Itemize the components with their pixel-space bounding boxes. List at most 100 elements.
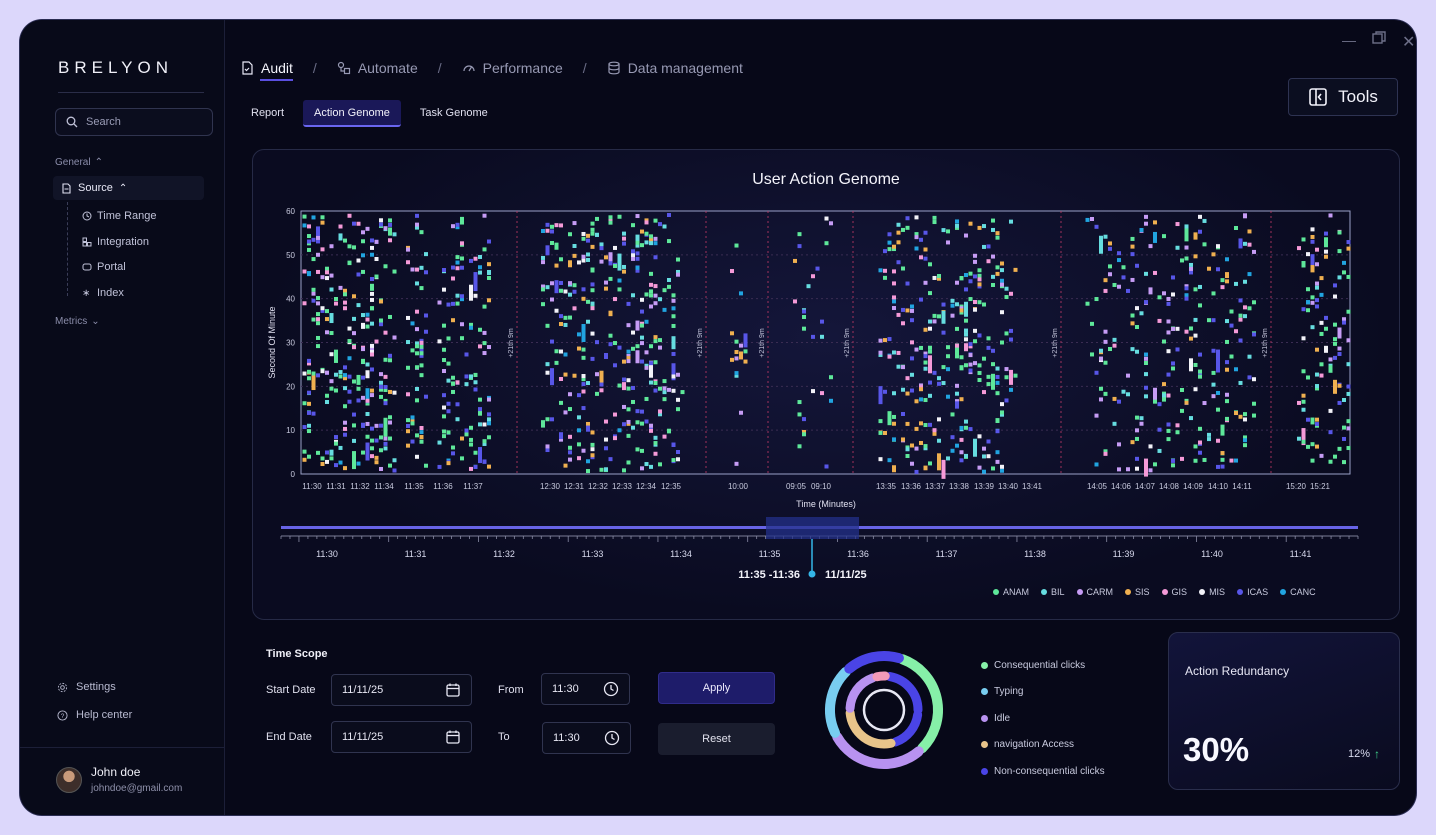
data-point: [1189, 358, 1193, 372]
data-point: [487, 262, 491, 267]
data-point: [455, 266, 460, 271]
data-point: [1126, 392, 1130, 397]
donut-segment-outer[interactable]: [897, 654, 943, 754]
data-point: [419, 286, 424, 291]
data-point: [986, 454, 991, 459]
sidebar-item-integration[interactable]: Integration: [82, 236, 149, 248]
data-point: [914, 232, 919, 237]
data-point: [1238, 338, 1243, 343]
donut-segment-inner[interactable]: [845, 708, 896, 749]
data-point: [307, 271, 311, 276]
data-point: [1108, 347, 1112, 352]
end-date-field[interactable]: 11/11/25: [331, 721, 472, 753]
donut-segment-inner[interactable]: [872, 671, 890, 682]
data-point: [581, 287, 586, 292]
data-point: [622, 382, 626, 391]
donut-segment-inner[interactable]: [885, 672, 923, 715]
legend-item[interactable]: BIL: [1041, 587, 1065, 597]
sidebar-item-label: Time Range: [97, 210, 157, 222]
data-point: [307, 361, 311, 366]
legend-item[interactable]: CANC: [1280, 587, 1316, 597]
data-point: [464, 432, 469, 437]
close-icon[interactable]: ✕: [1402, 34, 1416, 51]
legend-dot: [1237, 589, 1244, 595]
tools-button[interactable]: Tools: [1288, 78, 1398, 116]
search-input[interactable]: Search: [55, 108, 213, 136]
donut-segment-outer[interactable]: [844, 651, 904, 674]
data-point: [437, 440, 442, 445]
legend-item[interactable]: MIS: [1199, 587, 1225, 597]
nav-item-audit[interactable]: Audit: [240, 60, 293, 81]
donut-segment-outer[interactable]: [832, 732, 924, 769]
data-point: [644, 292, 649, 297]
data-point: [649, 289, 653, 294]
minimize-icon[interactable]: —: [1342, 32, 1356, 48]
sidebar-item-index[interactable]: ∗ Index: [82, 287, 124, 299]
data-point: [1004, 375, 1009, 380]
data-point: [1157, 427, 1162, 432]
data-point: [959, 450, 964, 455]
donut-segment-inner[interactable]: [891, 710, 923, 747]
legend-item[interactable]: CARM: [1076, 587, 1113, 597]
legend-item[interactable]: GIS: [1161, 587, 1187, 597]
data-point: [446, 302, 451, 307]
nav-item-automate[interactable]: Automate: [337, 60, 418, 76]
legend-item[interactable]: ICAS: [1237, 587, 1268, 597]
data-point: [334, 296, 338, 301]
data-point: [977, 333, 982, 338]
from-time-field[interactable]: 11:30: [541, 673, 630, 705]
legend-item[interactable]: ANAM: [993, 587, 1029, 597]
restore-icon[interactable]: [1372, 31, 1386, 48]
calendar-icon[interactable]: [445, 729, 461, 745]
data-point: [901, 266, 905, 271]
data-point: [1013, 267, 1018, 272]
data-point: [905, 421, 910, 426]
tab-action-genome[interactable]: Action Genome: [303, 100, 401, 127]
sidebar-item-time-range[interactable]: Time Range: [82, 210, 157, 222]
reset-button[interactable]: Reset: [658, 723, 775, 755]
data-point: [923, 247, 928, 252]
section-metrics[interactable]: Metrics ⌄: [55, 316, 100, 327]
nav-item-data-management[interactable]: Data management: [607, 60, 743, 76]
data-point: [311, 298, 316, 303]
data-point: [743, 333, 748, 348]
data-point: [991, 254, 995, 259]
sidebar-item-source[interactable]: Source ⌃: [53, 176, 204, 200]
legend-dot: [1125, 589, 1132, 595]
apply-button[interactable]: Apply: [658, 672, 775, 704]
help-center-link[interactable]: ? Help center: [57, 709, 132, 721]
data-point: [626, 433, 631, 438]
sidebar-item-label: Index: [97, 287, 124, 299]
data-point: [370, 454, 374, 459]
data-point: [919, 385, 923, 390]
data-point: [919, 387, 923, 392]
start-date-value: 11/11/25: [342, 684, 384, 696]
donut-segment-outer[interactable]: [825, 666, 851, 738]
data-point: [410, 321, 415, 326]
data-point: [644, 350, 649, 355]
data-point: [1130, 313, 1135, 318]
data-point: [1166, 437, 1171, 442]
tab-task-genome[interactable]: Task Genome: [419, 107, 488, 119]
avatar[interactable]: [56, 767, 82, 793]
to-time-field[interactable]: 11:30: [542, 722, 631, 754]
data-point: [959, 308, 964, 313]
nav-item-performance[interactable]: Performance: [462, 60, 563, 76]
clock-icon[interactable]: [604, 730, 620, 746]
calendar-icon[interactable]: [445, 682, 461, 698]
donut-segment-inner[interactable]: [845, 673, 877, 713]
data-point: [1319, 320, 1324, 325]
clock-icon[interactable]: [603, 681, 619, 697]
settings-link[interactable]: Settings: [57, 681, 116, 693]
start-date-field[interactable]: 11/11/25: [331, 674, 472, 706]
data-point: [1234, 226, 1238, 231]
tab-report[interactable]: Report: [251, 107, 285, 119]
data-point: [1310, 234, 1315, 239]
legend-item[interactable]: SIS: [1125, 587, 1150, 597]
activity-donut-chart[interactable]: [818, 644, 950, 776]
data-point: [892, 269, 896, 274]
sidebar-item-portal[interactable]: Portal: [82, 261, 126, 273]
data-point: [941, 459, 946, 479]
section-general[interactable]: General ⌃: [55, 157, 103, 168]
